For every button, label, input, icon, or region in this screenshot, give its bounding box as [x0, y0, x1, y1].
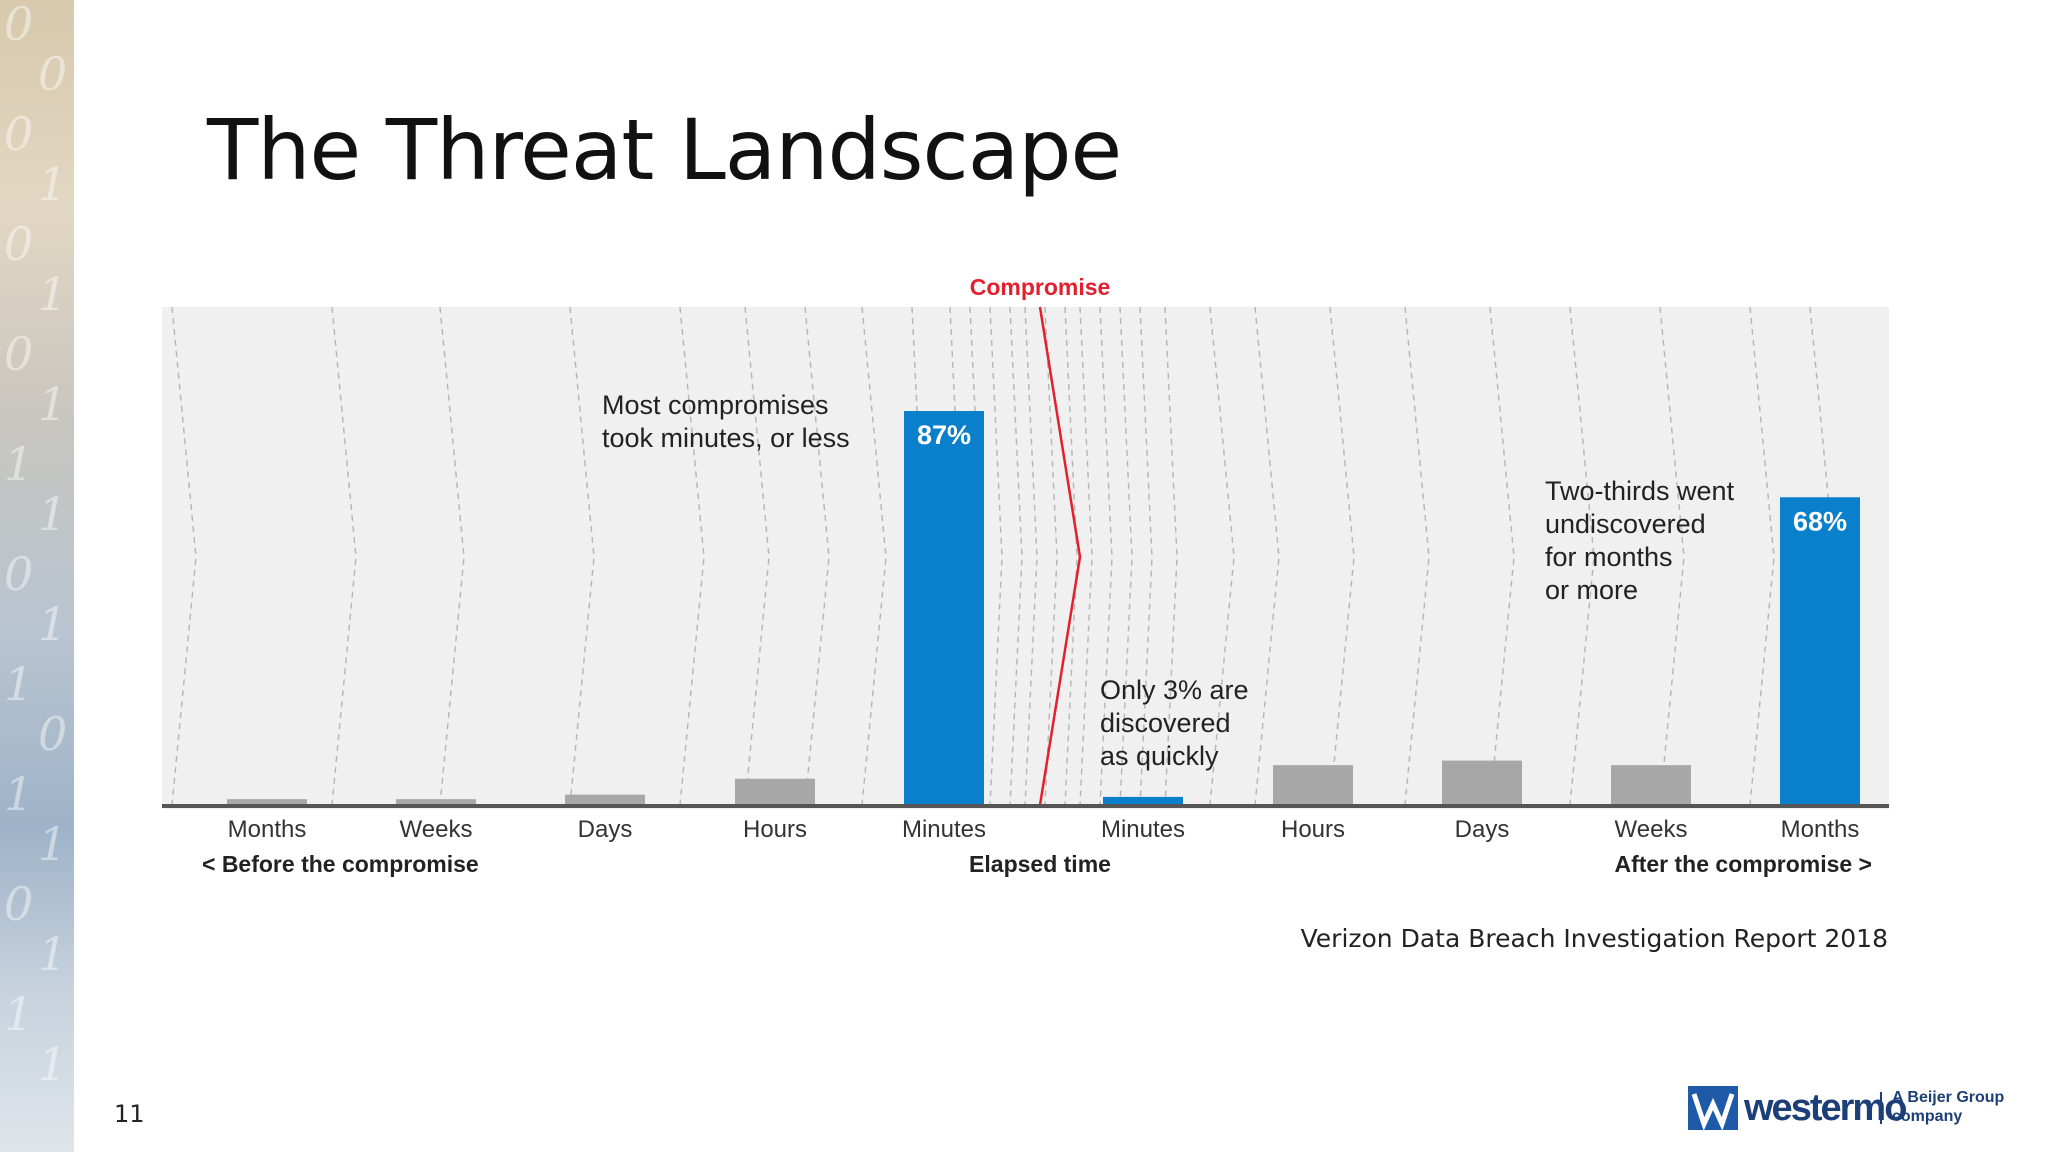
binary-digit: 1 — [38, 927, 67, 981]
x-tick-label: Weeks — [1615, 816, 1688, 843]
x-tick-label: Weeks — [400, 816, 473, 843]
binary-digit: 0 — [4, 547, 33, 601]
binary-digit: 1 — [4, 767, 33, 821]
bar-8 — [1442, 760, 1522, 806]
binary-digit: 0 — [38, 707, 67, 761]
bar-value-label: 87% — [917, 420, 971, 450]
annotation-undiscovered-months: Two-thirds went undiscovered for months … — [1545, 476, 1742, 605]
binary-digit: 1 — [4, 987, 33, 1041]
bar-3 — [565, 794, 645, 806]
binary-digit: 1 — [38, 157, 67, 211]
westermo-w-logo-icon — [1688, 1086, 1738, 1131]
binary-digit: 0 — [4, 107, 33, 161]
binary-digit: 0 — [4, 327, 33, 381]
x-tick-label: Hours — [1281, 816, 1345, 843]
binary-digit: 1 — [4, 657, 33, 711]
slide-title: The Threat Landscape — [207, 101, 1122, 199]
bar-7 — [1273, 765, 1353, 806]
binary-digit: 0 — [4, 217, 33, 271]
binary-digit: 1 — [38, 597, 67, 651]
before-compromise-caption: < Before the compromise — [202, 851, 479, 877]
binary-digit: 0 — [4, 877, 33, 931]
x-tick-label: Months — [1781, 816, 1860, 843]
binary-digit: 1 — [4, 437, 33, 491]
bar-4 — [735, 778, 815, 806]
x-tick-label: Minutes — [1101, 816, 1185, 843]
bar-9 — [1611, 765, 1691, 806]
x-tick-label: Days — [1455, 816, 1510, 843]
annotation-discovered-quickly: Only 3% are discovered as quickly — [1100, 675, 1256, 771]
binary-digit: 1 — [38, 1037, 67, 1091]
x-axis-title: Elapsed time — [969, 851, 1111, 877]
logo-tagline: A Beijer Group company — [1892, 1089, 2005, 1125]
binary-digit: 1 — [38, 267, 67, 321]
page-number: 11 — [114, 1100, 145, 1128]
source-citation: Verizon Data Breach Investigation Report… — [1300, 924, 1888, 953]
binary-digit: 1 — [38, 817, 67, 871]
binary-digit: 0 — [4, 0, 33, 51]
bar-10 — [1780, 497, 1860, 806]
binary-digit: 1 — [38, 487, 67, 541]
logo-divider — [1880, 1092, 1882, 1124]
compromise-label: Compromise — [970, 274, 1111, 300]
x-tick-label: Months — [228, 816, 307, 843]
x-tick-label: Days — [578, 816, 633, 843]
binary-digit: 0 — [38, 47, 67, 101]
compromise-line — [1038, 306, 1082, 806]
x-tick-label: Hours — [743, 816, 807, 843]
annotation-minutes-or-less: Most compromises took minutes, or less — [602, 390, 850, 453]
after-compromise-caption: After the compromise > — [1614, 851, 1872, 877]
bar-6 — [1103, 796, 1183, 806]
x-tick-label: Minutes — [902, 816, 986, 843]
bar-2 — [396, 799, 476, 806]
bar-1 — [227, 799, 307, 806]
bar-value-label: 68% — [1793, 506, 1847, 536]
binary-digit: 1 — [38, 377, 67, 431]
chart-background — [162, 307, 1889, 809]
bar-5 — [904, 411, 984, 806]
threat-landscape-chart: Compromise 87% 68% Months Weeks Days Hours Mi… — [162, 274, 1889, 877]
